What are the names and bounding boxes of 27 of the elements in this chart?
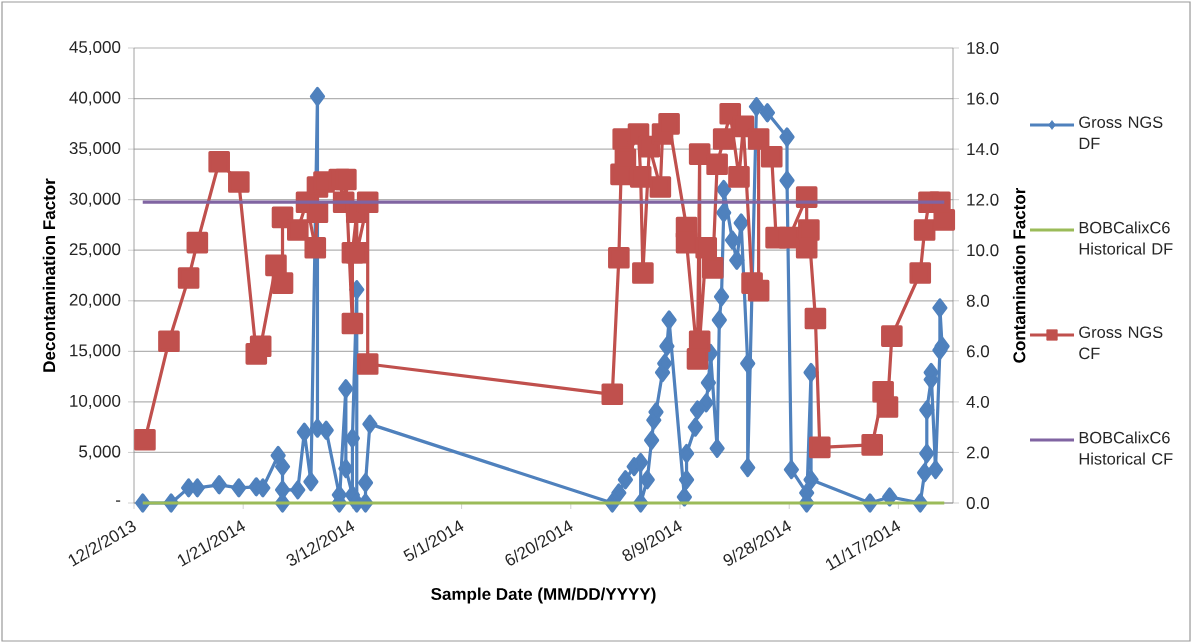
y-tick-label: 10,000 bbox=[70, 394, 121, 409]
y2-tick-label: 0.0 bbox=[966, 496, 990, 510]
y2-tick-label: 6.0 bbox=[966, 345, 990, 358]
y-tick-label: 15,000 bbox=[70, 344, 121, 359]
y2-tick-label: 10.0 bbox=[967, 244, 999, 257]
legend-label: Gross NGS DF bbox=[1079, 116, 1163, 150]
y2-tick-label: 14.0 bbox=[967, 143, 999, 156]
y2-axis-title: Contamination Factor bbox=[1012, 187, 1026, 363]
y-tick-label: 20,000 bbox=[69, 293, 121, 308]
x-axis-title: Sample Date (MM/DD/YYYY) bbox=[431, 587, 656, 604]
y2-tick-label: 4.0 bbox=[966, 395, 990, 408]
y-tick-label: 25,000 bbox=[69, 243, 121, 258]
y-tick-label: - bbox=[116, 500, 121, 502]
y-tick-label: 5,000 bbox=[79, 445, 121, 460]
y2-tick-label: 18.0 bbox=[967, 41, 999, 55]
legend-label: Gross NGS CF bbox=[1079, 326, 1163, 360]
legend-label: BOBCalixC6 Historical CF bbox=[1079, 431, 1173, 465]
y-tick-label: 30,000 bbox=[69, 192, 121, 207]
y-tick-label: 40,000 bbox=[69, 91, 121, 106]
y2-tick-label: 8.0 bbox=[966, 294, 990, 307]
y-tick-label: 45,000 bbox=[69, 40, 121, 56]
y2-tick-label: 2.0 bbox=[966, 446, 990, 459]
y-tick-label: 35,000 bbox=[69, 142, 121, 157]
y-axis-title: Decontamination Factor bbox=[42, 178, 56, 372]
y2-tick-label: 16.0 bbox=[967, 92, 999, 105]
legend-label: BOBCalixC6 Historical DF bbox=[1079, 221, 1173, 255]
y2-tick-label: 12.0 bbox=[967, 193, 999, 206]
